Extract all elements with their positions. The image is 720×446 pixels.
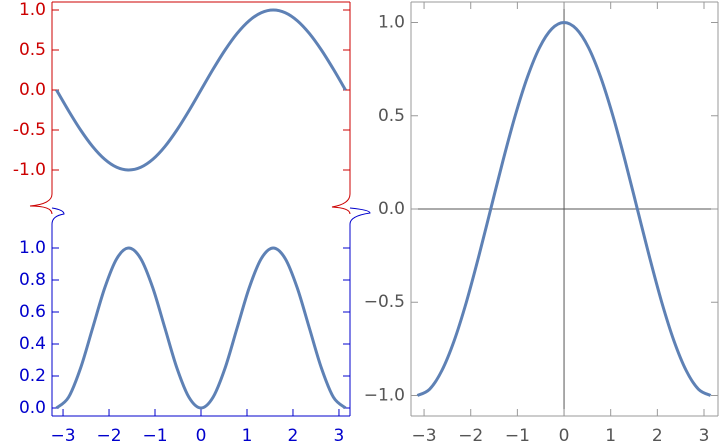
x-tick-label: 2 [652, 426, 663, 446]
x-tick-label: 1 [605, 426, 616, 446]
y-tick-label: 0.0 [378, 199, 405, 219]
x-tick-label: −3 [51, 426, 76, 446]
axis-break [331, 193, 351, 215]
x-tick-label: −2 [458, 426, 483, 446]
x-tick-label: −2 [96, 426, 121, 446]
x-tick-label: −1 [505, 426, 530, 446]
y-tick-label: 1.0 [19, 0, 46, 20]
x-tick-label: 2 [288, 426, 299, 446]
y-tick-label: −0.5 [364, 292, 405, 312]
x-tick-label: 0 [196, 426, 207, 446]
y-tick-label: 0.8 [19, 270, 46, 290]
axis-break [349, 207, 371, 225]
y-tick-label: 0.2 [19, 366, 46, 386]
axis-break [51, 207, 65, 225]
x-tick-label: −3 [412, 426, 437, 446]
y-tick-label: 0.4 [19, 334, 46, 354]
y-tick-label: -0.5 [13, 120, 46, 140]
axis-break [29, 193, 53, 215]
x-tick-label: 0 [559, 426, 570, 446]
y-tick-label: 1.0 [378, 13, 405, 33]
y-tick-label: 0.5 [378, 106, 405, 126]
y-tick-label: 0.0 [19, 398, 46, 418]
x-tick-label: −1 [142, 426, 167, 446]
x-tick-label: 1 [242, 426, 253, 446]
y-tick-label: -1.0 [13, 160, 46, 180]
x-tick-label: 3 [699, 426, 710, 446]
y-tick-label: 1.0 [19, 238, 46, 258]
y-tick-label: 0.6 [19, 302, 46, 322]
y-tick-label: 0.0 [19, 80, 46, 100]
y-tick-label: 0.5 [19, 40, 46, 60]
data-line [416, 21, 712, 397]
y-tick-label: −1.0 [364, 385, 405, 405]
data-line [55, 246, 347, 410]
data-line [55, 8, 347, 172]
x-tick-label: 3 [334, 426, 345, 446]
